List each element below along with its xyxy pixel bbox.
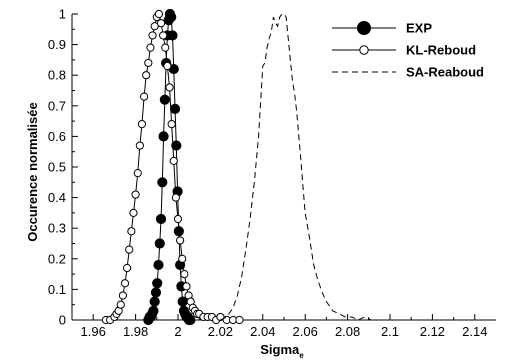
y-tick-label: 0.4 bbox=[48, 190, 66, 205]
data-point bbox=[167, 120, 176, 129]
data-point bbox=[171, 140, 182, 151]
data-point bbox=[123, 263, 132, 273]
data-point bbox=[166, 11, 177, 23]
legend-label-1: KL-Reboud bbox=[406, 43, 476, 58]
data-point bbox=[173, 214, 183, 224]
data-point bbox=[142, 71, 151, 80]
data-point bbox=[158, 131, 169, 142]
x-tick-label: 1.98 bbox=[123, 324, 148, 339]
data-point bbox=[153, 259, 164, 271]
x-tick-label: 2.04 bbox=[250, 324, 275, 339]
data-point bbox=[159, 31, 168, 40]
x-tick-label: 1.96 bbox=[81, 324, 106, 339]
y-tick-label: 0.8 bbox=[48, 68, 66, 83]
data-point bbox=[169, 156, 178, 165]
data-point bbox=[129, 208, 138, 217]
data-point bbox=[178, 254, 187, 263]
x-tick-label: 2.06 bbox=[293, 324, 318, 339]
data-point bbox=[146, 43, 155, 52]
data-point bbox=[152, 278, 163, 289]
legend-marker-0 bbox=[357, 21, 371, 35]
y-tick-label: 0.1 bbox=[48, 282, 66, 297]
data-point bbox=[180, 270, 189, 279]
data-point bbox=[171, 193, 180, 202]
data-point bbox=[185, 314, 196, 326]
data-point bbox=[133, 169, 142, 178]
x-axis-title: Sigmae bbox=[260, 342, 304, 360]
x-tick-label: 2 bbox=[174, 324, 181, 339]
legend-label-0: EXP bbox=[406, 21, 432, 36]
series-line-1 bbox=[105, 12, 240, 321]
data-point bbox=[182, 282, 191, 291]
y-tick-label: 0.6 bbox=[48, 129, 66, 144]
data-point bbox=[131, 190, 140, 199]
data-point bbox=[125, 245, 134, 254]
y-tick-label: 1 bbox=[59, 7, 66, 22]
y-tick-label: 0.7 bbox=[48, 98, 66, 113]
legend-label-2: SA-Reaboud bbox=[406, 65, 484, 80]
data-point bbox=[169, 103, 181, 114]
data-point bbox=[155, 213, 167, 225]
x-tick-label: 2.02 bbox=[208, 324, 233, 339]
axis-titles: Sigmae Occurence normalisée bbox=[25, 102, 304, 360]
y-tick-label: 0.2 bbox=[48, 251, 66, 266]
x-axis-title-subscript: e bbox=[299, 351, 304, 360]
legend-marker-1 bbox=[359, 45, 369, 55]
data-point bbox=[167, 30, 178, 41]
data-point bbox=[159, 94, 170, 105]
data-point bbox=[157, 177, 168, 188]
data-point bbox=[135, 141, 144, 150]
y-tick-label: 0.5 bbox=[48, 160, 66, 175]
data-point bbox=[116, 300, 125, 309]
x-axis-title-main: Sigma bbox=[260, 342, 300, 357]
x-tick-label: 2.08 bbox=[335, 324, 360, 339]
x-tick-label: 2.1 bbox=[381, 324, 399, 339]
data-point bbox=[163, 61, 172, 71]
data-point bbox=[154, 9, 164, 19]
x-tick-label: 2.12 bbox=[420, 324, 445, 339]
legend: EXP KL-Reboud SA-Reaboud bbox=[332, 21, 484, 80]
data-point bbox=[156, 19, 166, 28]
data-point bbox=[148, 305, 159, 316]
data-point bbox=[176, 236, 185, 245]
data-point bbox=[165, 83, 174, 92]
data-point bbox=[118, 291, 127, 300]
y-axis-title: Occurence normalisée bbox=[25, 102, 40, 241]
data-point bbox=[120, 279, 130, 288]
data-point bbox=[150, 287, 162, 298]
y-tick-label: 0 bbox=[59, 313, 66, 328]
y-tick-label: 0.9 bbox=[48, 37, 66, 52]
x-tick-label: 2.14 bbox=[462, 324, 487, 339]
series-line-2 bbox=[220, 13, 378, 321]
series-layer bbox=[101, 8, 378, 326]
data-point bbox=[150, 22, 159, 31]
data-point bbox=[144, 58, 153, 68]
data-point bbox=[235, 315, 244, 325]
data-point bbox=[154, 238, 165, 249]
data-point bbox=[161, 43, 170, 52]
axes: 1.96 1.98 2 2.02 2.04 2.06 2.08 2.1 2.12 2.14 0 0.1… bbox=[48, 7, 496, 339]
y-tick-label: 0.3 bbox=[48, 221, 66, 236]
data-point bbox=[139, 92, 149, 101]
data-point bbox=[127, 227, 136, 236]
data-point bbox=[149, 296, 160, 307]
data-point bbox=[148, 31, 157, 40]
data-point bbox=[137, 120, 147, 129]
